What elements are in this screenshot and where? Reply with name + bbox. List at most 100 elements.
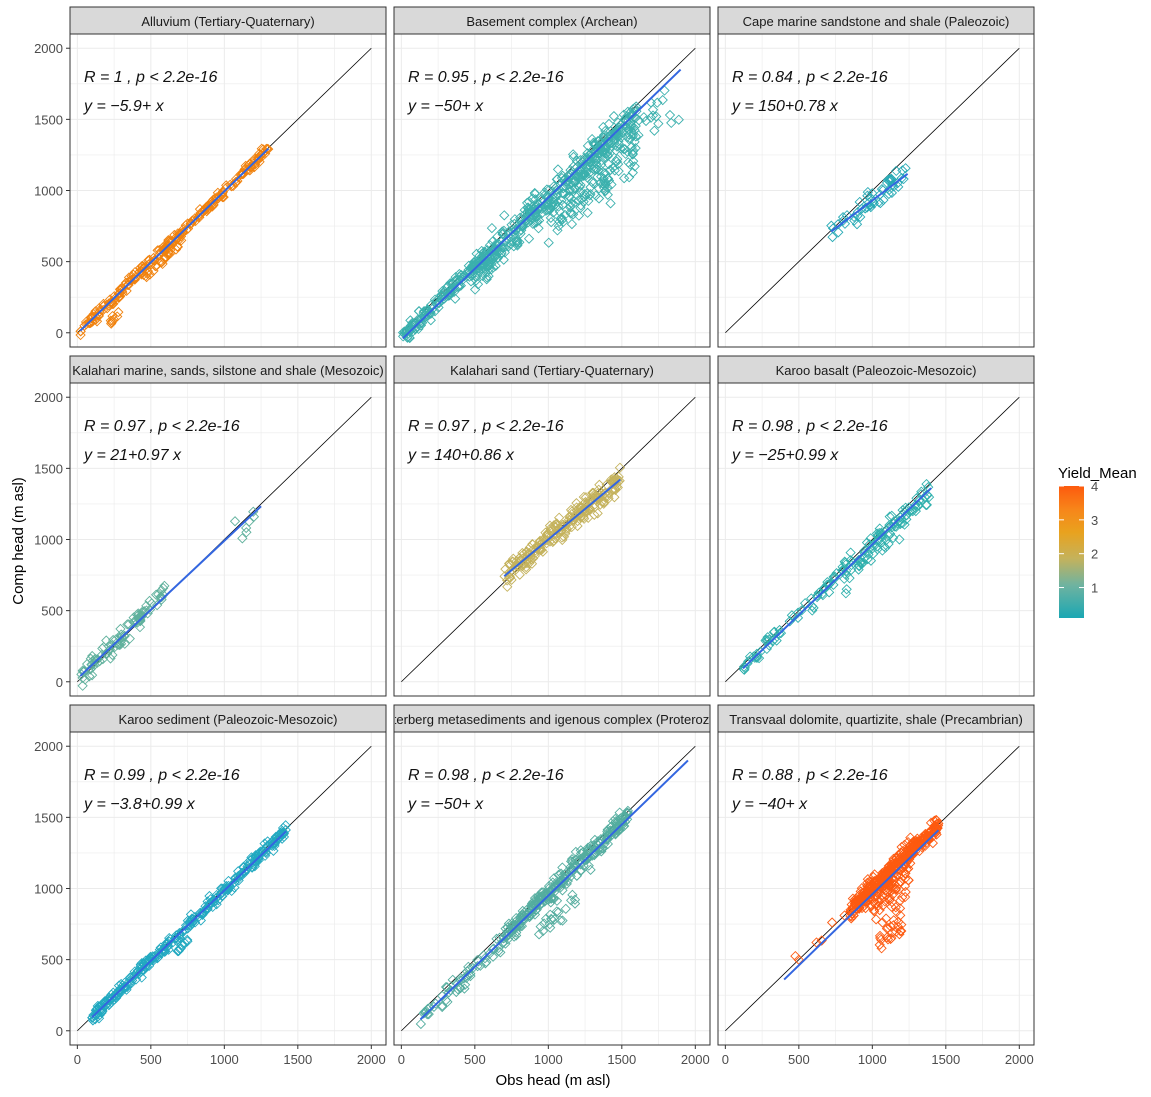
data-point	[538, 918, 550, 929]
data-point	[578, 491, 589, 503]
data-point	[519, 907, 530, 918]
data-point	[445, 278, 456, 289]
data-point	[568, 161, 579, 172]
regression-line	[79, 147, 270, 332]
data-point	[202, 903, 213, 915]
y-tick-label: 500	[41, 604, 63, 619]
data-point	[508, 931, 520, 942]
data-point	[119, 982, 130, 993]
data-point	[557, 877, 568, 888]
data-point	[606, 179, 617, 190]
data-point	[849, 894, 861, 905]
data-point	[115, 638, 127, 649]
data-point	[443, 281, 454, 292]
data-point	[598, 182, 610, 193]
data-point	[885, 921, 896, 932]
data-point	[624, 172, 635, 183]
data-point	[524, 910, 536, 921]
data-point	[845, 547, 856, 558]
data-point	[863, 886, 874, 897]
data-point	[551, 895, 563, 906]
data-point	[921, 499, 932, 511]
data-point	[87, 1015, 99, 1026]
data-point	[543, 237, 554, 248]
facet-panel: Alluvium (Tertiary-Quaternary) R = 1 , p …	[34, 6, 387, 348]
data-point	[280, 824, 291, 836]
facet-strip	[393, 355, 711, 384]
legend-title: Yield_Mean	[1058, 465, 1137, 482]
data-point	[565, 207, 576, 218]
data-point	[593, 193, 605, 204]
data-point	[440, 981, 452, 993]
data-point	[891, 165, 902, 177]
data-point	[567, 149, 579, 160]
data-point	[894, 515, 905, 526]
data-point	[528, 901, 539, 913]
data-point	[885, 174, 896, 185]
data-point	[879, 541, 890, 552]
data-point	[826, 220, 837, 231]
data-point	[647, 104, 659, 115]
data-point	[492, 231, 503, 242]
data-point	[921, 837, 932, 848]
data-point	[211, 899, 222, 910]
data-point	[557, 915, 568, 926]
correlation-label: R = 0.97 , p < 2.2e-16	[84, 418, 240, 435]
y-tick-label: 1500	[34, 112, 63, 127]
data-point	[872, 896, 883, 907]
data-point	[870, 899, 881, 910]
data-point	[502, 575, 513, 586]
data-point	[896, 841, 907, 853]
data-point	[575, 200, 586, 211]
gridlines	[394, 732, 710, 1045]
data-point	[487, 236, 498, 247]
data-point	[454, 271, 465, 282]
data-point	[463, 961, 474, 972]
data-point	[502, 581, 513, 592]
data-point	[476, 245, 487, 257]
data-point	[87, 310, 98, 322]
data-point	[874, 904, 885, 916]
data-point	[628, 145, 639, 156]
data-point	[553, 907, 564, 918]
data-point	[503, 918, 515, 929]
regression-line	[419, 759, 689, 1021]
data-point	[185, 909, 197, 920]
data-point	[849, 215, 860, 226]
data-point	[884, 174, 895, 185]
x-tick-label: 1000	[534, 1052, 563, 1067]
data-point	[77, 680, 88, 691]
data-point	[203, 203, 214, 215]
data-point	[454, 268, 465, 280]
regression-line	[830, 173, 909, 233]
data-point	[897, 892, 908, 903]
data-point	[571, 161, 583, 173]
data-point	[861, 537, 873, 548]
data-point	[886, 901, 897, 912]
data-point	[103, 645, 115, 656]
data-point	[833, 218, 844, 230]
y-tick-label: 1500	[34, 461, 63, 476]
data-point	[565, 198, 577, 209]
data-point	[253, 852, 264, 864]
data-point	[627, 104, 638, 115]
data-point	[565, 200, 576, 212]
facet-panel: Waterberg metasediments and igenous comp…	[393, 704, 711, 1067]
data-point	[876, 943, 887, 954]
regression-line	[402, 68, 682, 340]
y-tick-label: 2000	[34, 739, 63, 754]
data-point	[664, 109, 676, 121]
data-point	[599, 167, 611, 179]
data-point	[542, 891, 553, 903]
data-point	[894, 534, 905, 545]
data-point	[856, 887, 868, 898]
correlation-label: R = 0.95 , p < 2.2e-16	[408, 69, 564, 86]
data-point	[859, 548, 870, 559]
data-point	[879, 885, 891, 896]
data-point	[884, 519, 895, 531]
data-point	[533, 891, 544, 902]
data-point	[603, 159, 614, 170]
data-point	[862, 190, 873, 201]
facet-strip	[717, 704, 1035, 733]
data-point	[885, 886, 896, 897]
